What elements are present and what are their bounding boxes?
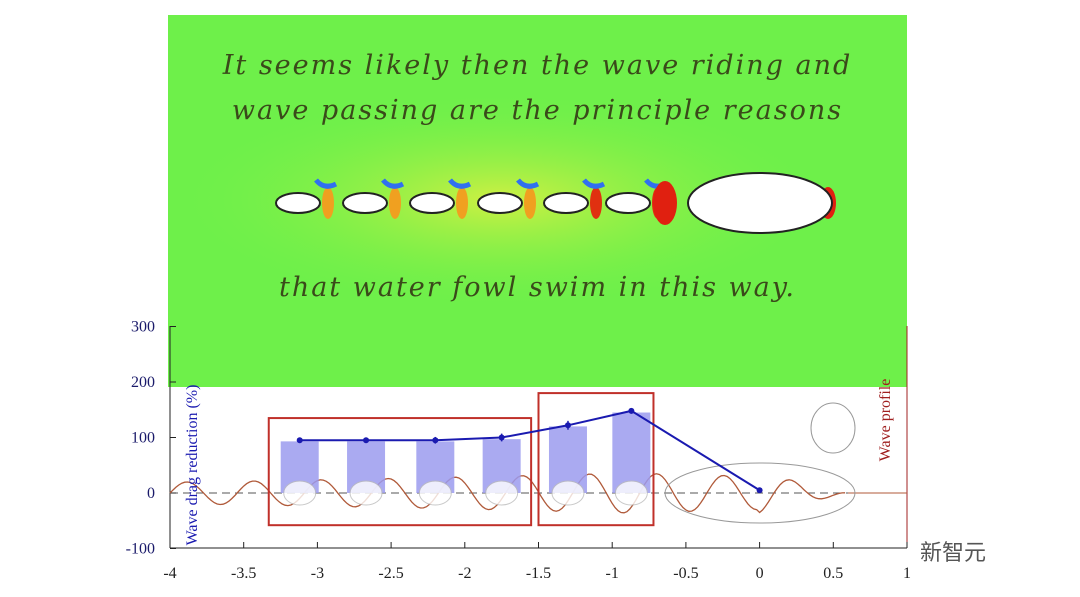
bar — [612, 412, 651, 493]
wake-trough — [314, 178, 338, 189]
duckling-outline — [614, 480, 648, 506]
duckling-shape — [543, 192, 589, 214]
y-tick-label: 0 — [147, 485, 155, 502]
x-tick-label: -1 — [606, 565, 619, 582]
wake-crest — [322, 187, 334, 219]
y-axis-label: Wave drag reduction (%) — [184, 385, 201, 546]
watermark: 新智元 — [920, 541, 987, 566]
data-point — [564, 422, 571, 429]
y-tick-label: 100 — [131, 430, 155, 447]
data-point — [756, 487, 763, 494]
caption-line-1: It seems likely then the wave riding and — [222, 50, 853, 81]
wake-crest — [389, 187, 401, 219]
data-point — [498, 434, 505, 441]
wake-crest — [653, 181, 677, 225]
x-tick-label: -2 — [458, 565, 471, 582]
wake-trough — [582, 178, 606, 189]
x-tick-label: -3 — [311, 565, 324, 582]
y-tick-label: 200 — [131, 374, 155, 391]
duckling-outline — [418, 480, 452, 506]
duck-outline — [664, 462, 856, 524]
chart-marks — [267, 392, 763, 527]
duck-formation — [275, 172, 833, 234]
x-tick-label: -2.5 — [378, 565, 403, 582]
y2-axis-label: Wave profile — [877, 379, 894, 462]
duckling-shape — [477, 192, 523, 214]
duckling-shape — [605, 192, 651, 214]
mother-duck-shape — [687, 172, 833, 234]
x-tick-label: -3.5 — [231, 565, 256, 582]
duckling-outline — [485, 480, 519, 506]
x-tick-label: -4 — [163, 565, 176, 582]
duckling-outline — [283, 480, 317, 506]
wake-trough — [448, 178, 472, 189]
x-tick-label: 0 — [756, 565, 764, 582]
x-tick-label: 0.5 — [823, 565, 843, 582]
duck-outline-head — [810, 402, 856, 454]
wake-crest — [524, 187, 536, 219]
wake-crest — [590, 187, 602, 219]
highlight-box — [537, 392, 655, 527]
wake-trough — [516, 178, 540, 189]
duckling-shape — [409, 192, 455, 214]
caption-line-3: that water fowl swim in this way. — [278, 272, 797, 303]
data-point — [432, 437, 439, 444]
highlight-box — [267, 417, 533, 527]
x-tick-label: 1 — [903, 565, 911, 582]
wake-crest — [456, 187, 468, 219]
duckling-outline — [349, 480, 383, 506]
wake-trough — [381, 178, 405, 189]
caption-line-2: wave passing are the principle reasons — [231, 95, 844, 126]
duckling-outline — [551, 480, 585, 506]
plot-bg — [168, 387, 907, 562]
data-point — [628, 407, 635, 414]
x-tick-label: -0.5 — [673, 565, 698, 582]
duckling-shape — [342, 192, 388, 214]
duckling-shape — [275, 192, 321, 214]
x-tick-label: -1.5 — [526, 565, 551, 582]
data-point — [296, 437, 303, 444]
y-tick-label: -100 — [126, 541, 155, 558]
y-tick-label: 300 — [131, 319, 155, 336]
data-point — [363, 437, 370, 444]
